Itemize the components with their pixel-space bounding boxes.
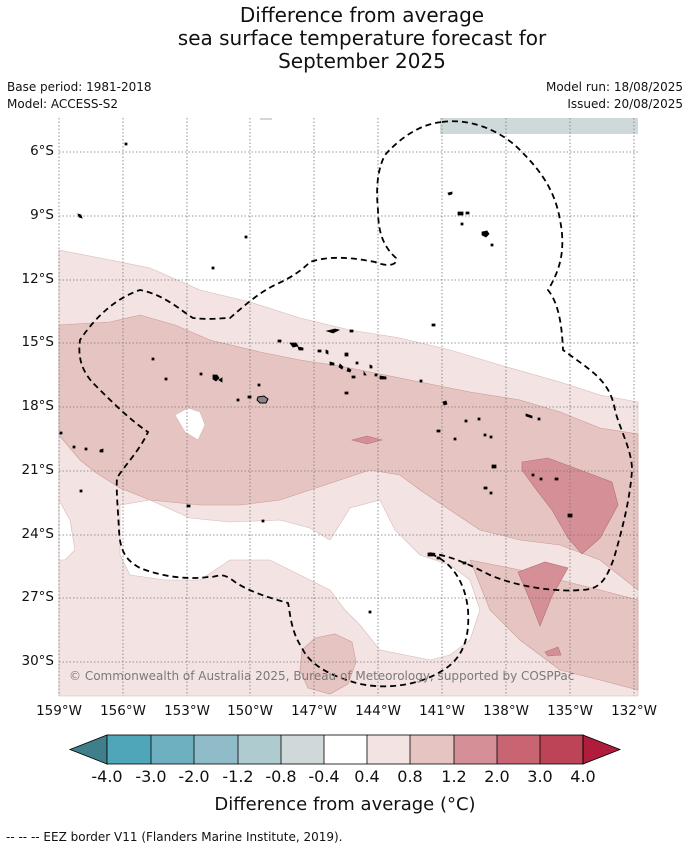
lon-tick-132w: 132°W <box>611 703 657 719</box>
lat-tick-15s: 15°S <box>21 334 55 350</box>
near-average-pocket-1 <box>174 407 206 441</box>
colorbar-bin-2 <box>151 735 194 764</box>
colorbar-bin-3 <box>194 735 238 764</box>
colorbar-bin-4 <box>238 735 281 764</box>
cool-patch <box>440 118 638 134</box>
anomaly-band-1.2-d <box>544 646 562 657</box>
eez-legend-footer: -- -- -- EEZ border V11 (Flanders Marine… <box>6 830 343 844</box>
colorbar-title: Difference from average (°C) <box>214 794 476 815</box>
colorbar-label: -1.2 <box>222 767 254 786</box>
lon-tick-144w: 144°W <box>355 703 401 719</box>
colorbar-label: 1.2 <box>441 767 467 786</box>
colorbar-label: -0.8 <box>265 767 297 786</box>
anomaly-band-1.2-c <box>350 435 384 445</box>
colorbar-label: 0.8 <box>397 767 423 786</box>
base-period-text: Base period: 1981-2018 <box>7 80 152 94</box>
colorbar-bin-9 <box>454 735 497 764</box>
colorbar-label: -3.0 <box>135 767 167 786</box>
colorbar-over-triangle <box>582 734 622 765</box>
lon-tick-135w: 135°W <box>547 703 593 719</box>
near-average-pocket-3 <box>119 499 481 661</box>
colorbar-label: -4.0 <box>91 767 123 786</box>
lat-tick-6s: 6°S <box>30 143 54 159</box>
lat-tick-27s: 27°S <box>21 589 55 605</box>
title-line-3: September 2025 <box>278 49 446 73</box>
lon-tick-156w: 156°W <box>100 703 146 719</box>
lat-tick-12s: 12°S <box>21 271 55 287</box>
anomaly-band-0.8 <box>58 314 639 591</box>
colorbar-bin-7 <box>367 735 410 764</box>
lat-tick-30s: 30°S <box>21 653 55 669</box>
lon-tick-153w: 153°W <box>164 703 210 719</box>
colorbar-dividers <box>106 734 584 765</box>
lon-tick-138w: 138°W <box>483 703 529 719</box>
colorbar-bin-6 <box>324 735 367 764</box>
colorbar <box>68 734 622 765</box>
colorbar-bin-8 <box>410 735 454 764</box>
colorbar-label: 0.4 <box>354 767 380 786</box>
lat-tick-9s: 9°S <box>30 207 54 223</box>
colorbar-label: 2.0 <box>484 767 510 786</box>
colorbar-label: -0.4 <box>308 767 340 786</box>
lat-tick-18s: 18°S <box>21 398 55 414</box>
lat-tick-21s: 21°S <box>21 462 55 478</box>
lon-tick-159w: 159°W <box>36 703 82 719</box>
title-line-2: sea surface temperature forecast for <box>177 26 547 50</box>
colorbar-under-triangle <box>68 734 108 765</box>
lon-tick-150w: 150°W <box>227 703 273 719</box>
lon-tick-141w: 141°W <box>419 703 465 719</box>
colorbar-bin-5 <box>281 735 324 764</box>
anomaly-band-1.2 <box>521 457 619 555</box>
colorbar-bin-11 <box>540 735 583 764</box>
colorbar-label: -2.0 <box>178 767 210 786</box>
model-run-text: Model run: 18/08/2025 <box>545 80 683 94</box>
colorbar-label: 4.0 <box>570 767 596 786</box>
map-area <box>58 118 639 697</box>
issued-text: Issued: 20/08/2025 <box>567 97 683 111</box>
lat-tick-24s: 24°S <box>21 526 55 542</box>
islands <box>59 142 573 614</box>
colorbar-label: 3.0 <box>527 767 553 786</box>
colorbar-bin-10 <box>497 735 540 764</box>
title-line-1: Difference from average <box>239 3 485 27</box>
cool-patch-small <box>260 118 272 120</box>
eez-border <box>78 120 633 688</box>
lon-tick-147w: 147°W <box>291 703 337 719</box>
large-island <box>256 395 269 404</box>
chart-title: Difference from average sea surface temp… <box>0 4 690 73</box>
model-text: Model: ACCESS-S2 <box>7 97 119 111</box>
colorbar-bin-1 <box>107 735 151 764</box>
copyright-text: © Commonwealth of Australia 2025, Bureau… <box>69 669 575 683</box>
anomaly-band-1.2-b <box>517 561 569 627</box>
